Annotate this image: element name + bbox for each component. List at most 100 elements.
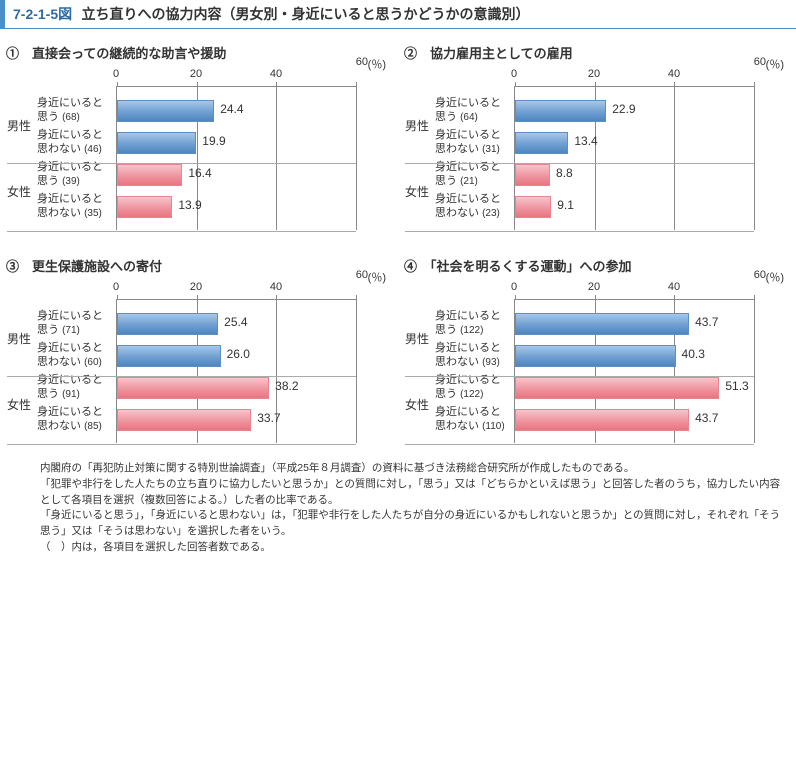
tick-mark	[515, 82, 516, 87]
tick-mark	[117, 82, 118, 87]
value-label: 24.4	[220, 102, 243, 116]
bar-row: 身近にいると思わない (60)26.0	[117, 342, 356, 370]
bar-male	[117, 132, 196, 154]
axis-tick: 20	[588, 68, 600, 80]
value-label: 38.2	[275, 379, 298, 393]
footnotes: 注1内閣府の「再犯防止対策に関する特別世論調査」（平成25年８月調査）の資料に基…	[0, 455, 796, 564]
bar-male	[117, 345, 221, 367]
tick-mark	[595, 82, 596, 87]
rows: 身近にいると思う (122)43.7身近にいると思わない (93)40.3身近に…	[515, 310, 754, 434]
value-label: 25.4	[224, 315, 247, 329]
tick-mark	[674, 82, 675, 87]
row-label: 身近にいると思う (91)	[37, 374, 117, 402]
grid-line	[356, 87, 357, 230]
row-label: 身近にいると思わない (60)	[37, 342, 117, 370]
value-label: 9.1	[557, 198, 574, 212]
tick-mark	[276, 295, 277, 300]
figure-title: 立ち直りへの協力内容（男女別・身近にいると思うかどうかの意識別）	[81, 6, 529, 22]
bar-female	[117, 164, 182, 186]
figure-number: 7-2-1-5図	[13, 6, 72, 22]
bar-row: 身近にいると思わない (31)13.4	[515, 129, 754, 157]
grid-line	[754, 87, 755, 230]
gender-label-female: 女性	[7, 185, 35, 199]
rows: 身近にいると思う (71)25.4 身近にいると思わない (60)26.0 身近にい…	[117, 310, 356, 434]
axis-tick: 0	[113, 68, 119, 80]
x-axis: (％)0204060	[514, 281, 754, 299]
group-divider	[405, 444, 754, 445]
axis-tick: 0	[113, 281, 119, 293]
chart: (％)0204060身近にいると思う (64)22.9身近にいると思わない (3…	[404, 68, 790, 230]
axis-tick: 20	[588, 281, 600, 293]
bar-female	[117, 377, 269, 399]
group-divider	[7, 376, 356, 377]
bar-row: 身近にいると思う (71)25.4	[117, 310, 356, 338]
row-label: 身近にいると思う (122)	[435, 310, 515, 338]
bar-male	[117, 313, 218, 335]
figure-header: 7-2-1-5図 立ち直りへの協力内容（男女別・身近にいると思うかどうかの意識別…	[0, 0, 796, 29]
bar-male	[515, 313, 689, 335]
axis-tick: 60	[356, 269, 368, 281]
rows: 身近にいると思う (64)22.9 身近にいると思わない (31)13.4 身近にい…	[515, 97, 754, 221]
value-label: 51.3	[725, 379, 748, 393]
axis-tick: 40	[270, 68, 282, 80]
chart: (％)0204060身近にいると思う (71)25.4身近にいると思わない (6…	[6, 281, 392, 443]
chart-panel: ② 協力雇用主としての雇用(％)0204060身近にいると思う (64)22.9…	[404, 43, 790, 230]
bar-female	[515, 196, 551, 218]
value-label: 13.9	[178, 198, 201, 212]
bar-row: 身近にいると思う (64)22.9	[515, 97, 754, 125]
value-label: 43.7	[695, 411, 718, 425]
axis-tick: 0	[511, 281, 517, 293]
value-label: 13.4	[574, 134, 597, 148]
gender-label-male: 男性	[7, 119, 35, 133]
group-divider	[405, 231, 754, 232]
bar-row: 身近にいると思わない (85)33.7	[117, 406, 356, 434]
gender-label-male: 男性	[405, 119, 433, 133]
bar-row: 身近にいると思う (91)38.2	[117, 374, 356, 402]
tick-mark	[595, 295, 596, 300]
bar-male	[515, 100, 606, 122]
tick-mark	[356, 82, 357, 87]
bar-female	[515, 409, 689, 431]
row-label: 身近にいると思わない (31)	[435, 129, 515, 157]
row-label: 身近にいると思う (68)	[37, 97, 117, 125]
row-label: 身近にいると思わない (23)	[435, 193, 515, 221]
gender-label-female: 女性	[405, 185, 433, 199]
footnote-line: 3「身近にいると思う」，「身近にいると思わない」は，「犯罪や非行をした人たちが自…	[8, 508, 788, 540]
axis-tick: 20	[190, 281, 202, 293]
axis-tick: 60	[754, 56, 766, 68]
chart: (％)0204060身近にいると思う (122)43.7身近にいると思わない (…	[404, 281, 790, 443]
axis-tick: 60	[356, 56, 368, 68]
bar-row: 身近にいると思わない (35)13.9	[117, 193, 356, 221]
grid-line	[754, 300, 755, 443]
value-label: 40.3	[682, 347, 705, 361]
gender-label-female: 女性	[405, 398, 433, 412]
tick-mark	[515, 295, 516, 300]
plot-area: 身近にいると思う (122)43.7身近にいると思わない (93)40.3身近に…	[514, 299, 754, 443]
bar-row: 身近にいると思わない (23)9.1	[515, 193, 754, 221]
group-divider	[7, 231, 356, 232]
row-label: 身近にいると思う (39)	[37, 161, 117, 189]
row-label: 身近にいると思わない (110)	[435, 406, 515, 434]
tick-mark	[276, 82, 277, 87]
tick-mark	[754, 82, 755, 87]
bar-female	[515, 164, 550, 186]
chart-panel: ④ 「社会を明るくする運動」への参加(％)0204060身近にいると思う (12…	[404, 256, 790, 443]
value-label: 16.4	[188, 166, 211, 180]
tick-mark	[117, 295, 118, 300]
row-label: 身近にいると思う (21)	[435, 161, 515, 189]
plot-area: 身近にいると思う (71)25.4 身近にいると思わない (60)26.0 身近にい…	[116, 299, 356, 443]
chart-panel: ③ 更生保護施設への寄付(％)0204060身近にいると思う (71)25.4身…	[6, 256, 392, 443]
value-label: 33.7	[257, 411, 280, 425]
chart-grid: ① 直接会っての継続的な助言や援助(％)0204060身近にいると思う (68)…	[0, 43, 796, 455]
tick-mark	[197, 82, 198, 87]
row-label: 身近にいると思う (122)	[435, 374, 515, 402]
gender-label-male: 男性	[405, 332, 433, 346]
bar-male	[515, 132, 568, 154]
bar-male	[117, 100, 214, 122]
footnote-line: 2「犯罪や非行をした人たちの立ち直りに協力したいと思うか」との質問に対し，「思う…	[8, 477, 788, 509]
axis-unit: (％)	[368, 269, 386, 285]
chart: (％)0204060身近にいると思う (68)24.4身近にいると思わない (4…	[6, 68, 392, 230]
chart-panel: ① 直接会っての継続的な助言や援助(％)0204060身近にいると思う (68)…	[6, 43, 392, 230]
axis-tick: 20	[190, 68, 202, 80]
bar-row: 身近にいると思わない (110)43.7	[515, 406, 754, 434]
